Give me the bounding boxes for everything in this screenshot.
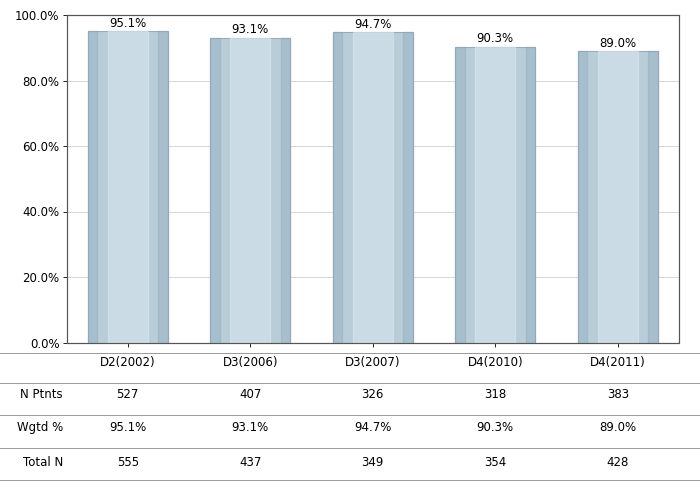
Text: 326: 326 — [362, 388, 384, 402]
Text: 95.1%: 95.1% — [109, 421, 146, 434]
Bar — [211, 38, 290, 343]
Text: 555: 555 — [117, 456, 139, 469]
Bar — [456, 47, 535, 343]
Text: Wgtd %: Wgtd % — [17, 421, 63, 434]
Bar — [158, 31, 167, 342]
Bar — [230, 38, 270, 343]
Text: D3(2006): D3(2006) — [223, 356, 278, 369]
Text: 318: 318 — [484, 388, 506, 402]
Text: D3(2007): D3(2007) — [345, 356, 400, 369]
Text: N Ptnts: N Ptnts — [20, 388, 63, 402]
Bar — [403, 32, 412, 343]
Bar — [578, 51, 657, 343]
Text: 95.1%: 95.1% — [109, 16, 146, 30]
Text: 94.7%: 94.7% — [354, 18, 391, 31]
Text: 89.0%: 89.0% — [599, 421, 636, 434]
Text: 383: 383 — [607, 388, 629, 402]
Bar — [526, 47, 535, 343]
Text: 354: 354 — [484, 456, 506, 469]
Text: 89.0%: 89.0% — [599, 36, 636, 50]
Bar — [88, 31, 167, 342]
Text: D2(2002): D2(2002) — [100, 356, 155, 369]
Bar — [578, 51, 587, 343]
Bar — [456, 47, 465, 343]
Bar — [211, 38, 220, 343]
Text: 94.7%: 94.7% — [354, 421, 391, 434]
Bar — [281, 38, 290, 343]
Text: 90.3%: 90.3% — [477, 32, 514, 46]
Bar — [333, 32, 342, 343]
Text: 527: 527 — [117, 388, 139, 402]
Text: Total N: Total N — [22, 456, 63, 469]
Bar — [475, 47, 515, 343]
Text: 90.3%: 90.3% — [477, 421, 514, 434]
Text: D4(2011): D4(2011) — [590, 356, 645, 369]
Text: 93.1%: 93.1% — [232, 421, 269, 434]
Text: 407: 407 — [239, 388, 261, 402]
Text: 428: 428 — [607, 456, 629, 469]
Bar — [648, 51, 657, 343]
Bar — [108, 31, 148, 342]
Text: D4(2010): D4(2010) — [468, 356, 523, 369]
Bar — [88, 31, 97, 342]
Bar — [598, 51, 638, 343]
Text: 93.1%: 93.1% — [232, 24, 269, 36]
Bar — [333, 32, 412, 343]
Text: 349: 349 — [362, 456, 384, 469]
Text: 437: 437 — [239, 456, 261, 469]
Bar — [353, 32, 393, 343]
